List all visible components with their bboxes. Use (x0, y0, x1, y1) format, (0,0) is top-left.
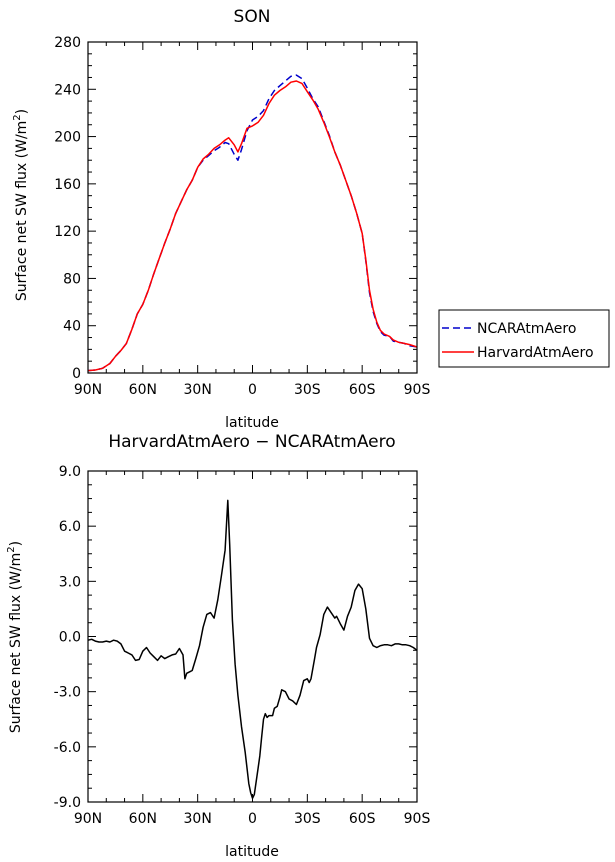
bottom-x-tick-label: 30N (184, 811, 212, 827)
bottom-series (87, 499, 418, 800)
bottom-x-tick-label: 60S (349, 811, 376, 827)
bottom-x-tick-label: 90N (74, 811, 102, 827)
bottom-y-tick-label: -6.0 (54, 740, 81, 756)
top-y-tick-label: 200 (54, 130, 81, 146)
top-x-tick-label: 60N (129, 382, 157, 398)
top-y-tick-label: 120 (54, 224, 81, 240)
top-y-axis-label: Surface net SW flux (W/m2) (12, 109, 30, 301)
bottom-y-tick-label: 6.0 (59, 519, 81, 535)
legend: NCARAtmAero HarvardAtmAero (438, 309, 610, 368)
bottom-y-tick-label: -3.0 (54, 685, 81, 701)
bottom-x-tick-label: 0 (248, 811, 257, 827)
bottom-x-tick-label: 60N (129, 811, 157, 827)
top-x-tick-label: 90S (404, 382, 431, 398)
top-y-tick-label: 80 (63, 271, 81, 287)
top-x-tick-label: 30S (294, 382, 321, 398)
bottom-y-tick-label: 3.0 (59, 574, 81, 590)
bottom-series-line-difference (87, 499, 418, 800)
top-series (87, 74, 418, 372)
bottom-x-tick-label: 90S (404, 811, 431, 827)
top-y-tick-label: 240 (54, 82, 81, 98)
bottom-x-axis-label: latitude (225, 844, 279, 860)
bottom-y-tick-label: 9.0 (59, 464, 81, 480)
top-series-line-ncaratmaero (87, 74, 418, 372)
top-y-tick-label: 40 (63, 319, 81, 335)
top-series-line-harvardatmaero (87, 80, 418, 372)
bottom-y-tick-label: -9.0 (54, 795, 81, 811)
top-chart-title: SON (234, 7, 271, 27)
bottom-x-tick-label: 30S (294, 811, 321, 827)
top-plot-frame (87, 41, 418, 374)
bottom-panel-difference: HarvardAtmAero − NCARAtmAero latitude Su… (6, 432, 430, 860)
top-x-tick-label: 60S (349, 382, 376, 398)
top-x-tick-label: 0 (248, 382, 257, 398)
bottom-chart-title: HarvardAtmAero − NCARAtmAero (108, 432, 395, 452)
legend-box (438, 309, 610, 368)
top-y-tick-label: 280 (54, 35, 81, 51)
bottom-y-axis-label: Surface net SW flux (W/m2) (6, 541, 24, 733)
top-y-tick-label: 0 (72, 366, 81, 382)
top-panel-son: SON latitude Surface net SW flux (W/m2) … (12, 7, 610, 431)
top-y-tick-label: 160 (54, 177, 81, 193)
legend-label-ncar: NCARAtmAero (477, 321, 576, 337)
top-x-tick-label: 90N (74, 382, 102, 398)
bottom-y-tick-label: 0.0 (59, 630, 81, 646)
top-x-tick-label: 30N (184, 382, 212, 398)
bottom-plot-frame (87, 470, 418, 803)
top-ticks: 90N 60N 30N 0 30S 60S 90S 0 40 80 120 160 200 240 280 (54, 35, 430, 398)
top-x-axis-label: latitude (225, 415, 279, 431)
legend-label-harvard: HarvardAtmAero (477, 345, 594, 361)
